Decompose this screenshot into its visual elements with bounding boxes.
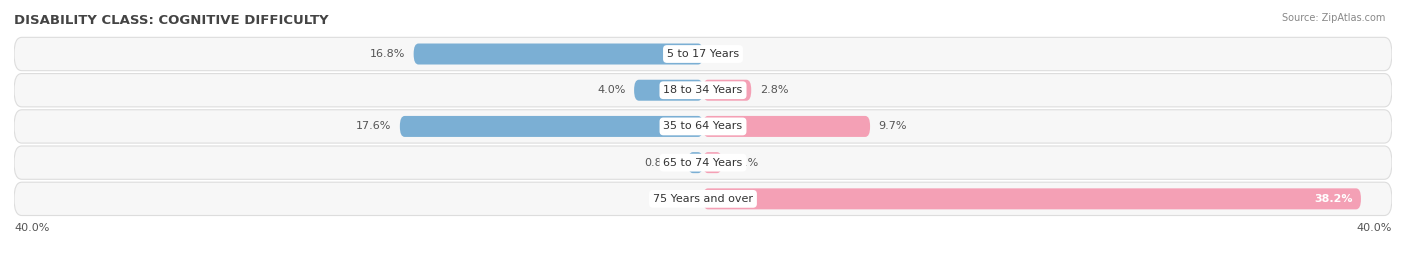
Text: 5 to 17 Years: 5 to 17 Years	[666, 49, 740, 59]
FancyBboxPatch shape	[703, 116, 870, 137]
FancyBboxPatch shape	[703, 80, 751, 101]
Text: Source: ZipAtlas.com: Source: ZipAtlas.com	[1281, 13, 1385, 23]
Text: 35 to 64 Years: 35 to 64 Years	[664, 121, 742, 132]
FancyBboxPatch shape	[14, 37, 1392, 71]
FancyBboxPatch shape	[703, 188, 1361, 209]
FancyBboxPatch shape	[634, 80, 703, 101]
Text: 18 to 34 Years: 18 to 34 Years	[664, 85, 742, 95]
FancyBboxPatch shape	[688, 152, 703, 173]
Text: 1.1%: 1.1%	[731, 158, 759, 168]
Text: 17.6%: 17.6%	[356, 121, 391, 132]
Text: DISABILITY CLASS: COGNITIVE DIFFICULTY: DISABILITY CLASS: COGNITIVE DIFFICULTY	[14, 14, 329, 27]
Text: 65 to 74 Years: 65 to 74 Years	[664, 158, 742, 168]
Text: 9.7%: 9.7%	[879, 121, 907, 132]
FancyBboxPatch shape	[14, 110, 1392, 143]
Text: 0.0%: 0.0%	[666, 194, 695, 204]
Text: 0.87%: 0.87%	[644, 158, 679, 168]
Text: 40.0%: 40.0%	[1357, 224, 1392, 233]
FancyBboxPatch shape	[703, 152, 721, 173]
FancyBboxPatch shape	[413, 44, 703, 65]
Text: 38.2%: 38.2%	[1313, 194, 1353, 204]
FancyBboxPatch shape	[14, 146, 1392, 179]
FancyBboxPatch shape	[14, 73, 1392, 107]
FancyBboxPatch shape	[399, 116, 703, 137]
Text: 4.0%: 4.0%	[598, 85, 626, 95]
Text: 0.0%: 0.0%	[711, 49, 740, 59]
Text: 2.8%: 2.8%	[759, 85, 789, 95]
Text: 16.8%: 16.8%	[370, 49, 405, 59]
Text: 75 Years and over: 75 Years and over	[652, 194, 754, 204]
FancyBboxPatch shape	[14, 182, 1392, 215]
Text: 40.0%: 40.0%	[14, 224, 49, 233]
